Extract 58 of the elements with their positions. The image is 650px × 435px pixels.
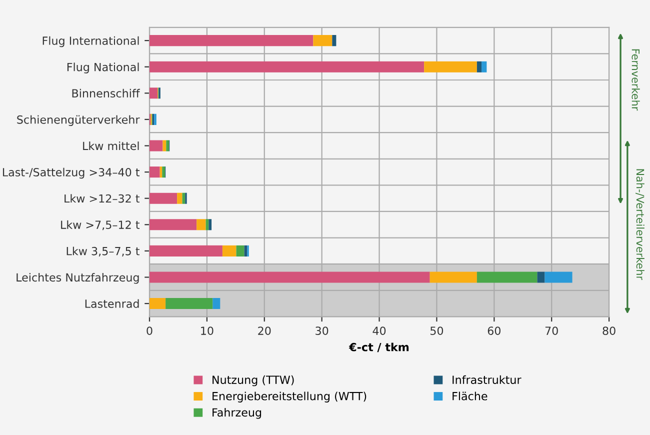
bar (313, 35, 332, 46)
bar (537, 272, 545, 283)
bar (150, 88, 158, 99)
bar (150, 192, 178, 204)
bar (150, 61, 424, 72)
bar (196, 219, 206, 230)
bar (332, 35, 336, 46)
legend-label: Energiebereitstellung (WTT) (212, 392, 366, 402)
bar (166, 298, 213, 310)
bar (544, 272, 572, 283)
bar (162, 140, 166, 152)
bar (150, 219, 197, 230)
bar (424, 61, 477, 72)
y-tick-label: Schienengüterverkehr (17, 115, 140, 126)
bar (182, 192, 186, 204)
bar (212, 298, 220, 310)
x-tick-label: 60 (488, 326, 500, 336)
legend-label: Fahrzeug (212, 408, 262, 419)
x-tick-label: 10 (201, 326, 214, 336)
bar (177, 192, 182, 204)
bar (150, 272, 430, 283)
bar (222, 245, 236, 256)
y-tick-label: Flug International (42, 36, 139, 48)
x-tick-label: 80 (602, 326, 616, 336)
bar (476, 61, 482, 72)
legend-label: Nutzung (TTW) (212, 375, 294, 386)
x-tick-label: 20 (258, 326, 271, 336)
x-tick-label: 40 (372, 326, 386, 336)
y-tick-label: Flug National (67, 62, 139, 74)
x-tick-label: 0 (146, 326, 152, 336)
y-tick-label: Lastenrad (85, 299, 139, 308)
bar (208, 219, 212, 230)
y-tick-label: Lkw >7,5–12 t (61, 220, 140, 230)
legend-label: Infrastruktur (452, 375, 522, 384)
x-tick-label: 70 (545, 326, 558, 336)
bar (150, 245, 222, 256)
bar (166, 140, 170, 152)
y-tick-label: Lkw >12–32 t (64, 194, 140, 203)
y-tick-label: Leichtes Nutzfahrzeug (16, 273, 139, 284)
x-tick-label: 50 (430, 326, 444, 336)
text: Nah-/Verteilerverkehr (636, 169, 644, 280)
bar (236, 245, 244, 256)
bar (150, 166, 160, 178)
y-tick-label: Lkw 3,5–7,5 t (66, 246, 140, 256)
legend-label: Fläche (452, 392, 488, 400)
bar (150, 140, 163, 152)
x-tick-label: 30 (316, 326, 328, 336)
y-tick-label: Last-/Sattelzug >34–40 t (2, 168, 140, 179)
bar (150, 298, 166, 310)
bar (150, 35, 314, 46)
bar (476, 272, 538, 283)
bar (162, 166, 166, 178)
bar (482, 61, 487, 72)
text: Fernverkehr (632, 49, 640, 111)
y-tick-label: Lkw mittel (83, 142, 139, 150)
y-tick-label: Binnenschiff (72, 88, 140, 98)
bar (430, 272, 477, 283)
x-axis-title: €-ct / tkm (348, 342, 409, 352)
